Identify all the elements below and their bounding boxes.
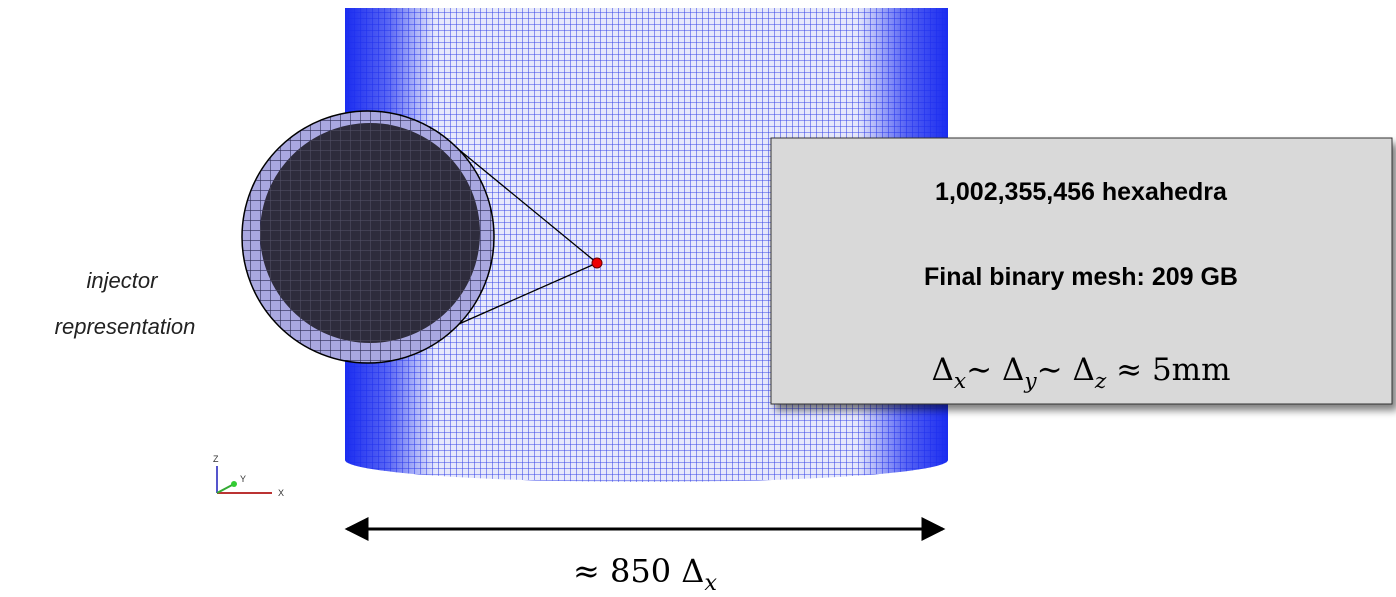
math-text: ∼ Δ — [966, 352, 1024, 388]
math-text: ∼ Δ — [1037, 352, 1095, 388]
math-text: ≈ 5mm — [1106, 352, 1230, 388]
box-line: Final binary mesh: 209 GB — [924, 263, 1238, 291]
figure: injector representation 1,002,355,456 he… — [0, 0, 1396, 597]
annotation-line: representation — [55, 314, 196, 339]
annotation-line: injector — [86, 268, 159, 293]
math-text: ≈ 850 Δ — [573, 552, 704, 590]
axes-triad: Z Y X — [213, 454, 284, 498]
box-line: 1,002,355,456 hexahedra — [935, 178, 1228, 206]
axis-label: Y — [240, 474, 246, 484]
axis-label: Z — [213, 454, 219, 464]
math-subscript: x — [704, 570, 717, 596]
math-subscript: z — [1094, 369, 1107, 394]
width-label: ≈ 850 Δx​ — [573, 552, 717, 596]
math-subscript: x — [954, 369, 966, 394]
info-box: 1,002,355,456 hexahedra Final binary mes… — [771, 138, 1392, 404]
math-text: Δ — [932, 352, 954, 388]
formula: Δx​∼ Δy​∼ Δz​ ≈ 5mm — [932, 352, 1231, 394]
axis-label: X — [278, 488, 284, 498]
math-subscript: y — [1023, 369, 1037, 394]
annotation: injector representation — [55, 268, 196, 339]
